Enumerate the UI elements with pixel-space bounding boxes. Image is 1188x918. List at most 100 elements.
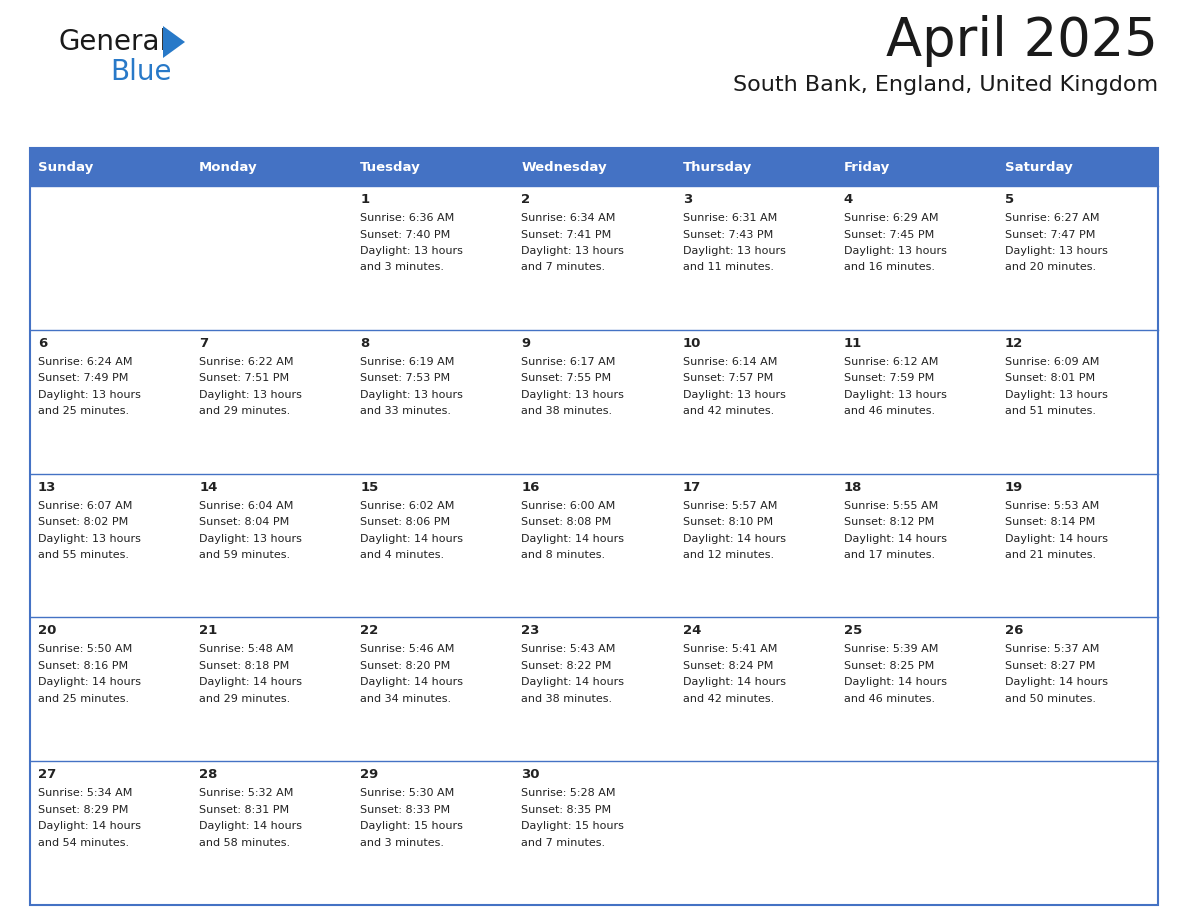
Bar xyxy=(997,186,1158,330)
Text: Sunset: 8:08 PM: Sunset: 8:08 PM xyxy=(522,517,612,527)
Bar xyxy=(30,330,191,474)
Text: Daylight: 13 hours: Daylight: 13 hours xyxy=(360,246,463,256)
Bar xyxy=(997,148,1158,186)
Text: and 7 minutes.: and 7 minutes. xyxy=(522,263,606,273)
Text: 28: 28 xyxy=(200,768,217,781)
Text: and 17 minutes.: and 17 minutes. xyxy=(843,550,935,560)
Text: 27: 27 xyxy=(38,768,56,781)
Text: Sunday: Sunday xyxy=(38,161,94,174)
Text: Sunrise: 5:46 AM: Sunrise: 5:46 AM xyxy=(360,644,455,655)
Text: Sunset: 8:25 PM: Sunset: 8:25 PM xyxy=(843,661,934,671)
Text: Sunset: 7:53 PM: Sunset: 7:53 PM xyxy=(360,374,450,384)
Text: and 51 minutes.: and 51 minutes. xyxy=(1005,407,1095,416)
Text: 24: 24 xyxy=(683,624,701,637)
Text: and 55 minutes.: and 55 minutes. xyxy=(38,550,129,560)
Bar xyxy=(675,186,835,330)
Text: Sunset: 8:06 PM: Sunset: 8:06 PM xyxy=(360,517,450,527)
Text: April 2025: April 2025 xyxy=(886,15,1158,67)
Bar xyxy=(191,761,353,905)
Text: Daylight: 14 hours: Daylight: 14 hours xyxy=(1005,533,1108,543)
Text: Sunset: 7:40 PM: Sunset: 7:40 PM xyxy=(360,230,450,240)
Text: and 38 minutes.: and 38 minutes. xyxy=(522,694,613,704)
Text: Sunrise: 5:50 AM: Sunrise: 5:50 AM xyxy=(38,644,132,655)
Bar xyxy=(30,148,1158,905)
Text: Sunset: 7:43 PM: Sunset: 7:43 PM xyxy=(683,230,773,240)
Bar xyxy=(675,618,835,761)
Bar xyxy=(675,330,835,474)
Text: Sunset: 7:55 PM: Sunset: 7:55 PM xyxy=(522,374,612,384)
Text: Daylight: 14 hours: Daylight: 14 hours xyxy=(1005,677,1108,688)
Text: and 46 minutes.: and 46 minutes. xyxy=(843,694,935,704)
Text: Daylight: 14 hours: Daylight: 14 hours xyxy=(843,677,947,688)
Text: Friday: Friday xyxy=(843,161,890,174)
Bar xyxy=(30,761,191,905)
Text: Sunset: 8:27 PM: Sunset: 8:27 PM xyxy=(1005,661,1095,671)
Text: and 3 minutes.: and 3 minutes. xyxy=(360,838,444,847)
Text: 10: 10 xyxy=(683,337,701,350)
Text: 26: 26 xyxy=(1005,624,1023,637)
Text: Sunset: 7:59 PM: Sunset: 7:59 PM xyxy=(843,374,934,384)
Text: Sunset: 7:51 PM: Sunset: 7:51 PM xyxy=(200,374,290,384)
Text: Daylight: 13 hours: Daylight: 13 hours xyxy=(683,246,785,256)
Text: Sunrise: 6:14 AM: Sunrise: 6:14 AM xyxy=(683,357,777,367)
Text: and 3 minutes.: and 3 minutes. xyxy=(360,263,444,273)
Text: 11: 11 xyxy=(843,337,862,350)
Text: and 21 minutes.: and 21 minutes. xyxy=(1005,550,1097,560)
Text: and 25 minutes.: and 25 minutes. xyxy=(38,407,129,416)
Text: Sunrise: 5:28 AM: Sunrise: 5:28 AM xyxy=(522,789,617,798)
Bar xyxy=(835,618,997,761)
Text: 23: 23 xyxy=(522,624,539,637)
Text: Sunset: 8:22 PM: Sunset: 8:22 PM xyxy=(522,661,612,671)
Text: Daylight: 13 hours: Daylight: 13 hours xyxy=(683,390,785,400)
Text: Daylight: 14 hours: Daylight: 14 hours xyxy=(683,677,785,688)
Text: Sunrise: 6:12 AM: Sunrise: 6:12 AM xyxy=(843,357,939,367)
Text: 2: 2 xyxy=(522,193,531,206)
Text: Daylight: 14 hours: Daylight: 14 hours xyxy=(38,677,141,688)
Text: Monday: Monday xyxy=(200,161,258,174)
Text: and 12 minutes.: and 12 minutes. xyxy=(683,550,773,560)
Text: Sunrise: 5:39 AM: Sunrise: 5:39 AM xyxy=(843,644,939,655)
Bar xyxy=(997,474,1158,618)
Text: Daylight: 14 hours: Daylight: 14 hours xyxy=(360,533,463,543)
Text: Sunrise: 5:55 AM: Sunrise: 5:55 AM xyxy=(843,500,939,510)
Text: Daylight: 13 hours: Daylight: 13 hours xyxy=(843,246,947,256)
Text: 17: 17 xyxy=(683,481,701,494)
Text: 5: 5 xyxy=(1005,193,1015,206)
Text: 16: 16 xyxy=(522,481,539,494)
Bar xyxy=(353,186,513,330)
Text: Daylight: 15 hours: Daylight: 15 hours xyxy=(360,822,463,831)
Text: 20: 20 xyxy=(38,624,57,637)
Bar xyxy=(675,761,835,905)
Text: Daylight: 13 hours: Daylight: 13 hours xyxy=(38,533,141,543)
Text: Sunrise: 5:57 AM: Sunrise: 5:57 AM xyxy=(683,500,777,510)
Text: 12: 12 xyxy=(1005,337,1023,350)
Text: Daylight: 14 hours: Daylight: 14 hours xyxy=(522,533,625,543)
Text: Sunset: 8:01 PM: Sunset: 8:01 PM xyxy=(1005,374,1095,384)
Bar xyxy=(997,618,1158,761)
Text: Daylight: 14 hours: Daylight: 14 hours xyxy=(200,822,302,831)
Text: Daylight: 14 hours: Daylight: 14 hours xyxy=(38,822,141,831)
Text: Tuesday: Tuesday xyxy=(360,161,421,174)
Bar xyxy=(191,618,353,761)
Text: Sunset: 8:12 PM: Sunset: 8:12 PM xyxy=(843,517,934,527)
Bar xyxy=(675,148,835,186)
Text: 30: 30 xyxy=(522,768,541,781)
Text: Sunrise: 5:30 AM: Sunrise: 5:30 AM xyxy=(360,789,455,798)
Text: Sunrise: 6:31 AM: Sunrise: 6:31 AM xyxy=(683,213,777,223)
Text: Thursday: Thursday xyxy=(683,161,752,174)
Bar xyxy=(513,474,675,618)
Text: Sunset: 7:45 PM: Sunset: 7:45 PM xyxy=(843,230,934,240)
Text: Sunrise: 5:32 AM: Sunrise: 5:32 AM xyxy=(200,789,293,798)
Bar xyxy=(997,761,1158,905)
Text: South Bank, England, United Kingdom: South Bank, England, United Kingdom xyxy=(733,75,1158,95)
Text: Sunrise: 6:22 AM: Sunrise: 6:22 AM xyxy=(200,357,293,367)
Text: 19: 19 xyxy=(1005,481,1023,494)
Text: 1: 1 xyxy=(360,193,369,206)
Text: Sunset: 8:04 PM: Sunset: 8:04 PM xyxy=(200,517,290,527)
Bar xyxy=(191,474,353,618)
Text: Sunrise: 6:19 AM: Sunrise: 6:19 AM xyxy=(360,357,455,367)
Text: Sunrise: 5:41 AM: Sunrise: 5:41 AM xyxy=(683,644,777,655)
Text: Sunrise: 6:17 AM: Sunrise: 6:17 AM xyxy=(522,357,615,367)
Text: and 4 minutes.: and 4 minutes. xyxy=(360,550,444,560)
Text: Sunset: 8:02 PM: Sunset: 8:02 PM xyxy=(38,517,128,527)
